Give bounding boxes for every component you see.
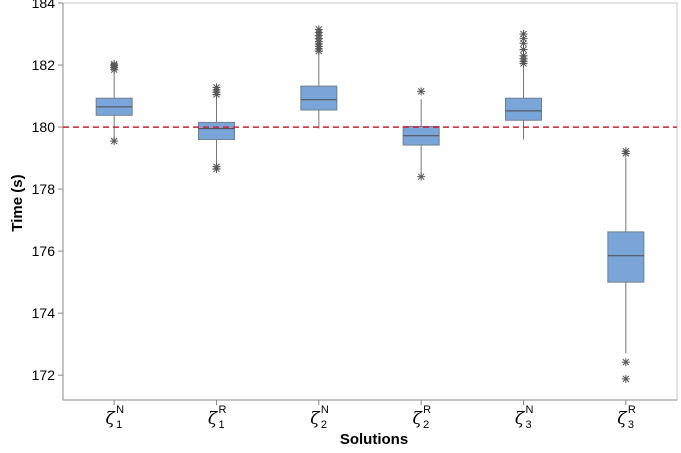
- box-iqr: [198, 121, 235, 140]
- x-tick-subscript: 3: [526, 419, 532, 431]
- y-tick-label: 180: [32, 119, 56, 135]
- x-tick-symbol: ζ: [617, 409, 628, 429]
- x-tick-subscript: 1: [219, 419, 225, 431]
- x-tick-superscript: R: [219, 404, 227, 416]
- box-series-3: [300, 25, 338, 129]
- box-iqr: [505, 97, 542, 121]
- outlier-stroke: [315, 26, 323, 33]
- x-tick-superscript: R: [423, 404, 431, 416]
- y-tick-label: 176: [32, 243, 56, 259]
- outlier-marker: [212, 162, 221, 171]
- outlier-marker: [212, 83, 221, 92]
- box-series-2: [198, 83, 235, 173]
- x-tick-subscript: 3: [628, 419, 634, 431]
- y-tick-label: 174: [32, 305, 56, 321]
- x-tick-symbol: ζ: [106, 409, 117, 429]
- x-tick-label: ζ R 3: [617, 404, 636, 431]
- outlier-stroke: [520, 46, 527, 53]
- outlier-marker: [621, 147, 630, 156]
- x-axis: ζ N1 ζ R1 ζ N2 ζ R2 ζ N3 ζ R3: [63, 399, 677, 431]
- x-tick-label: ζ N 2: [310, 404, 329, 431]
- x-tick-symbol: ζ: [515, 409, 526, 429]
- box-series-6: [607, 147, 645, 383]
- outlier-stroke: [110, 60, 118, 68]
- x-tick-symbol: ζ: [413, 409, 424, 429]
- x-tick-label: ζ N 1: [106, 404, 125, 431]
- outlier-stroke: [417, 173, 425, 181]
- outlier-stroke: [622, 358, 630, 366]
- x-tick-label: ζ R 1: [208, 404, 227, 431]
- y-axis: 172 174 176 178 180 182 184: [32, 0, 64, 400]
- x-tick-superscript: N: [321, 404, 329, 416]
- boxes: [95, 25, 645, 383]
- box-series-5: [505, 30, 542, 140]
- box-series-1: [95, 60, 133, 146]
- x-tick-subscript: 2: [423, 419, 429, 431]
- y-tick-label: 172: [32, 367, 56, 383]
- outlier-stroke: [520, 30, 527, 38]
- outlier-marker: [314, 25, 323, 34]
- box-series-4: [402, 87, 440, 181]
- outlier-marker: [621, 374, 630, 383]
- outlier-stroke: [110, 137, 118, 145]
- outlier-stroke: [213, 163, 220, 171]
- outlier-marker: [110, 60, 119, 69]
- x-tick-label: ζ R 2: [413, 404, 432, 431]
- plot-area: [62, 2, 678, 401]
- outlier-stroke: [417, 88, 425, 95]
- y-tick-label: 182: [32, 57, 56, 73]
- x-tick-superscript: N: [526, 404, 534, 416]
- outlier-marker: [621, 358, 630, 367]
- outlier-marker: [417, 172, 426, 181]
- x-tick-subscript: 1: [116, 419, 122, 431]
- outlier-stroke: [213, 84, 220, 91]
- y-axis-title: Time (s): [9, 174, 26, 231]
- x-tick-symbol: ζ: [208, 409, 219, 429]
- box-iqr: [607, 231, 645, 283]
- plot-frame: [62, 2, 678, 401]
- outlier-marker: [110, 137, 119, 146]
- x-tick-label: ζ N 3: [515, 404, 534, 431]
- x-tick-superscript: R: [628, 404, 636, 416]
- x-tick-superscript: N: [116, 404, 124, 416]
- x-tick-subscript: 2: [321, 419, 327, 431]
- outlier-stroke: [622, 375, 630, 383]
- y-tick-label: 184: [32, 0, 56, 11]
- x-axis-title: Solutions: [340, 431, 408, 448]
- outlier-stroke: [520, 52, 527, 60]
- outlier-marker: [519, 30, 528, 39]
- outlier-stroke: [622, 147, 630, 155]
- x-tick-symbol: ζ: [310, 409, 321, 429]
- outlier-marker: [417, 87, 426, 96]
- box-iqr: [300, 85, 338, 111]
- y-tick-label: 178: [32, 181, 56, 197]
